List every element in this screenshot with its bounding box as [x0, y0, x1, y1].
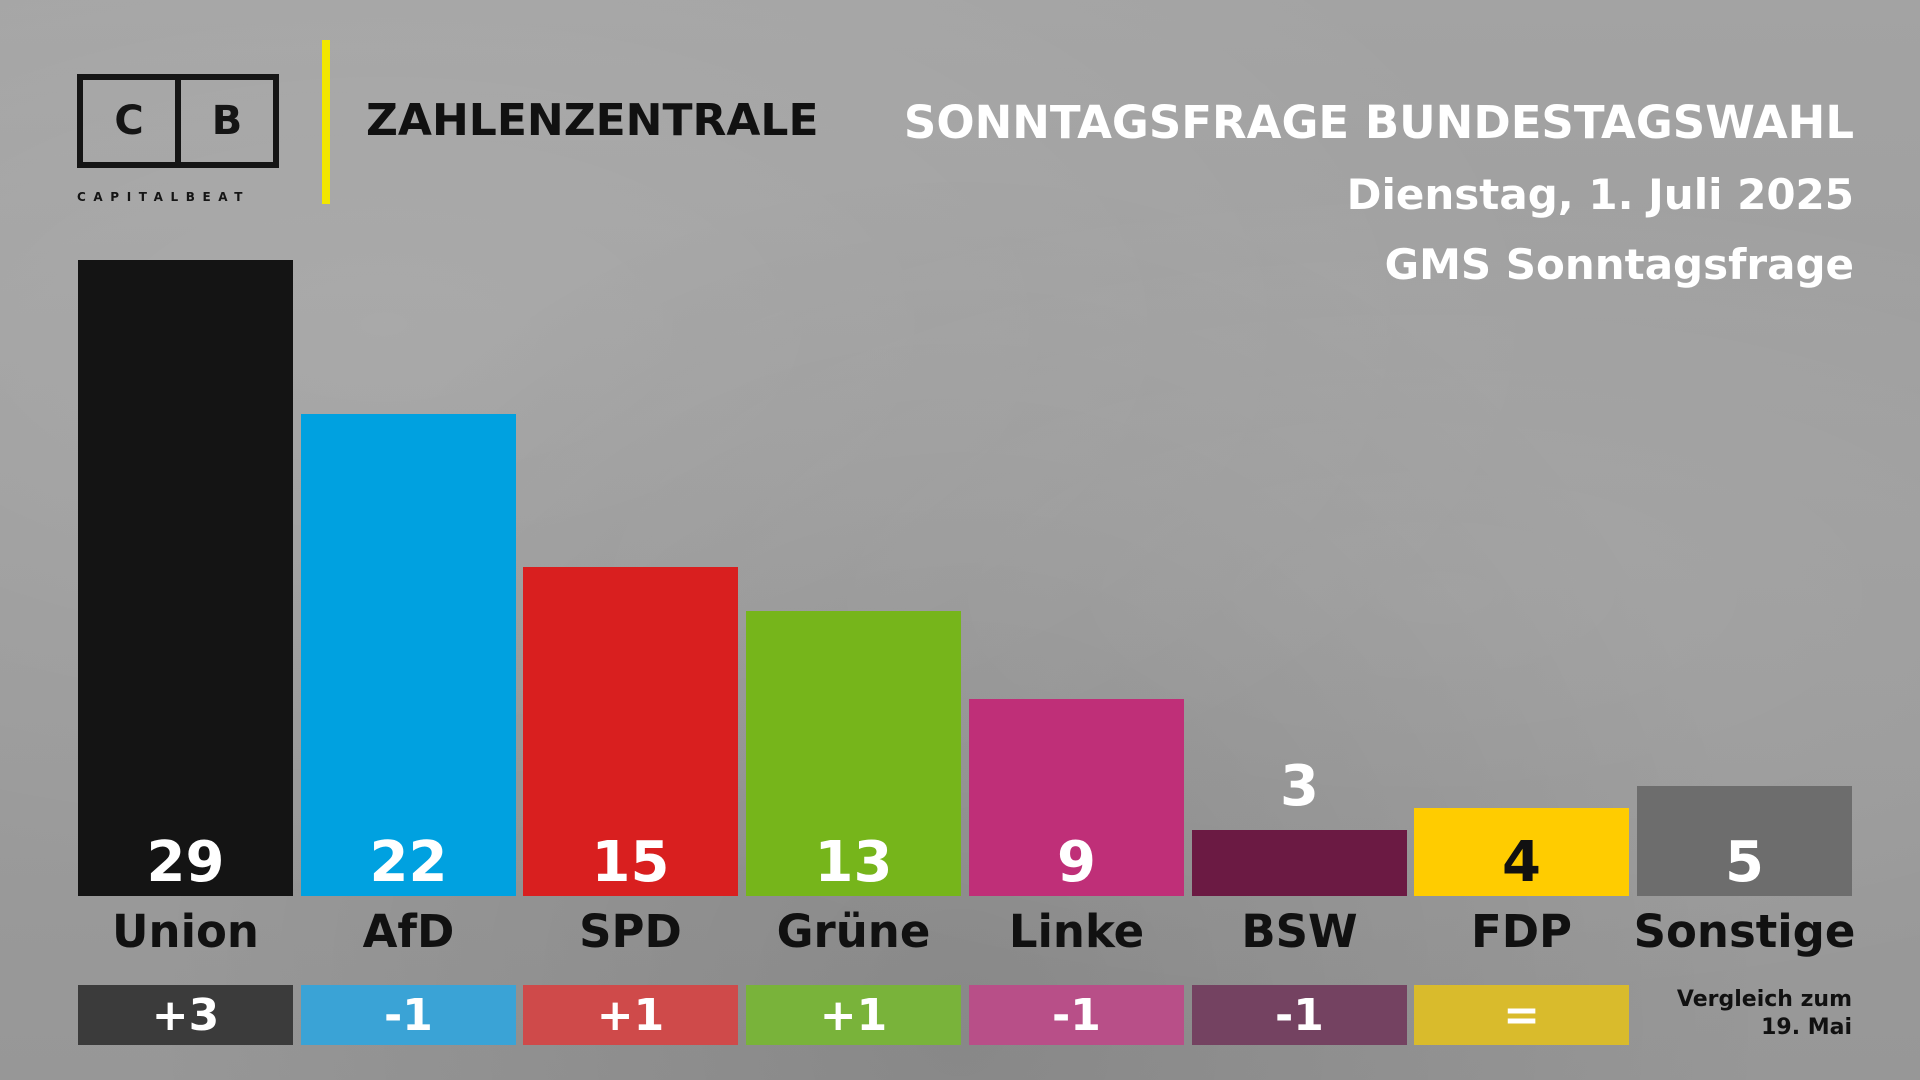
chart-date: Dienstag, 1. Juli 2025 [1346, 170, 1854, 219]
change-label-afd: -1 [301, 985, 516, 1045]
change-label-union: +3 [78, 985, 293, 1045]
value-label-linke: 9 [1057, 829, 1096, 895]
section-title: ZAHLENZENTRALE [366, 95, 819, 146]
comparison-note-line-1: Vergleich zum [1676, 987, 1852, 1012]
category-label-bsw: BSW [1241, 904, 1358, 958]
change-label-linke: -1 [969, 985, 1184, 1045]
comparison-note: Vergleich zum 19. Mai [1632, 986, 1852, 1042]
category-label-linke: Linke [1008, 904, 1145, 958]
category-label-spd: SPD [579, 904, 682, 958]
change-label-spd: +1 [523, 985, 738, 1045]
value-label-fdp: 4 [1502, 829, 1541, 895]
change-label-bsw: -1 [1192, 985, 1407, 1045]
value-label-bsw: 3 [1280, 753, 1319, 819]
bar-gruene [746, 611, 961, 896]
value-label-sonstige: 5 [1725, 829, 1764, 895]
bar-bsw [1192, 830, 1407, 896]
change-label-fdp: = [1414, 985, 1629, 1045]
chart-title: SONNTAGSFRAGE BUNDESTAGSWAHL [903, 96, 1854, 149]
logo-divider [322, 40, 330, 204]
change-label-gruene: +1 [746, 985, 961, 1045]
logo-letter-right: B [175, 80, 273, 162]
bar-spd [523, 567, 738, 896]
category-label-fdp: FDP [1470, 904, 1573, 958]
logo-wordmark: CAPITALBEAT [77, 190, 251, 204]
comparison-note-line-2: 19. Mai [1761, 1015, 1852, 1040]
bar-sonstige [1637, 786, 1852, 896]
category-label-afd: AfD [362, 904, 455, 958]
value-label-union: 29 [146, 829, 225, 895]
bar-fdp [1414, 808, 1629, 896]
value-label-afd: 22 [369, 829, 448, 895]
bar-linke [969, 699, 1184, 896]
category-label-union: Union [112, 904, 259, 958]
bar-afd [301, 414, 516, 896]
category-label-sonstige: Sonstige [1633, 904, 1856, 958]
bar-union [78, 260, 293, 896]
category-label-gruene: Grüne [776, 904, 931, 958]
value-label-gruene: 13 [814, 829, 893, 895]
logo-letter-left: C [114, 98, 144, 144]
logo-box: C B [77, 74, 279, 168]
chart-source: GMS Sonntagsfrage [1384, 240, 1854, 289]
value-label-spd: 15 [591, 829, 670, 895]
